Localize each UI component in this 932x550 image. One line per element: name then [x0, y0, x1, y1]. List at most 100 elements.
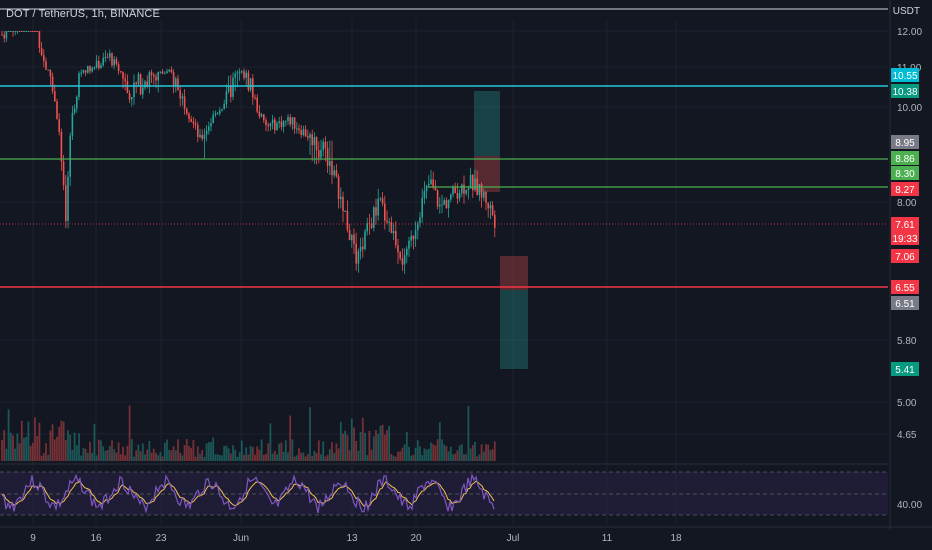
volume-bar	[135, 450, 138, 461]
volume-bar	[379, 425, 382, 461]
candle	[485, 191, 487, 211]
candle	[148, 70, 151, 94]
candle	[124, 73, 126, 91]
candle	[153, 72, 155, 85]
candle	[139, 73, 142, 96]
volume-bar	[69, 434, 72, 461]
candle	[199, 128, 201, 139]
candle	[368, 214, 371, 235]
candle	[263, 113, 265, 124]
candle	[406, 245, 408, 264]
candle	[271, 115, 274, 130]
volume-bar	[104, 450, 107, 461]
candle	[494, 210, 496, 238]
volume-bar	[159, 451, 162, 461]
volume-bar	[82, 447, 85, 461]
candle	[322, 138, 324, 157]
candle	[258, 104, 261, 119]
volume-bar	[421, 455, 424, 461]
volume-bar	[89, 441, 91, 461]
candle	[289, 113, 291, 128]
candle	[76, 95, 78, 113]
candle	[183, 89, 186, 115]
candle	[230, 74, 232, 103]
volume-bar	[416, 440, 419, 461]
price-marker-8-27: 8.27	[891, 182, 919, 196]
volume-bar	[438, 422, 441, 461]
candle	[115, 56, 118, 66]
candle	[192, 116, 195, 129]
candle	[436, 189, 439, 210]
volume-bar	[84, 448, 87, 461]
rsi-band	[0, 472, 888, 515]
candle	[421, 188, 423, 223]
candle	[73, 104, 76, 115]
candle	[291, 117, 294, 130]
price-marker-6-55: 6.55	[891, 280, 919, 294]
price-marker-8-86: 8.86	[891, 151, 919, 165]
candle	[454, 182, 456, 194]
candle	[212, 110, 214, 124]
candle	[329, 140, 331, 175]
candle	[309, 132, 311, 155]
candle	[337, 173, 340, 209]
volume-bar	[432, 444, 435, 461]
candle	[181, 93, 184, 106]
price-marker-10-55: 10.55	[891, 68, 919, 82]
candle	[126, 74, 129, 94]
volume-bar	[493, 441, 496, 461]
candle	[254, 94, 256, 100]
candle	[412, 235, 415, 250]
volume-bar	[478, 454, 481, 461]
volume-bar	[487, 444, 490, 461]
candle	[439, 196, 441, 214]
volume-bar	[14, 448, 17, 461]
candle	[326, 141, 329, 173]
volume-bar	[56, 436, 58, 461]
volume-bar	[355, 440, 358, 461]
candle	[23, 31, 25, 32]
price-marker-8-95: 8.95	[891, 135, 919, 149]
rsi-ma-line	[1, 480, 495, 507]
volume-bar	[31, 442, 34, 461]
candle	[241, 70, 243, 75]
candle	[104, 50, 107, 63]
candle	[388, 217, 390, 232]
candle	[109, 49, 111, 62]
candle	[342, 191, 344, 223]
volume-bar	[401, 447, 404, 461]
volume-bar	[64, 440, 67, 461]
candle	[32, 31, 34, 32]
candle	[29, 31, 32, 32]
volume-bar	[210, 441, 212, 461]
volume-bar	[251, 447, 254, 461]
volume-bar	[150, 452, 153, 461]
candle	[344, 210, 346, 212]
volume-bar	[476, 456, 479, 461]
volume-bar	[467, 406, 470, 461]
volume-bar	[408, 446, 410, 461]
candle	[467, 185, 470, 200]
volume-bar	[452, 454, 454, 461]
candle	[307, 129, 309, 141]
volume-bar	[100, 440, 102, 461]
candle	[100, 62, 102, 69]
candle	[296, 122, 298, 134]
volume-bar	[18, 443, 21, 461]
volume-bar	[53, 439, 56, 461]
candle	[483, 188, 485, 202]
candle	[430, 169, 432, 185]
candle	[346, 200, 349, 233]
volume-bar	[3, 430, 6, 461]
time-axis[interactable]: 9 16 23 Jun 13 20 Jul 11 18	[0, 526, 932, 544]
volume-bar	[36, 436, 39, 461]
volume-bar	[108, 446, 111, 461]
volume-bar	[139, 451, 142, 461]
volume-bar	[144, 454, 146, 461]
svg-text:5.41: 5.41	[895, 365, 915, 376]
candle	[56, 98, 58, 120]
candle	[128, 90, 131, 104]
time-tick-label: 11	[602, 533, 613, 544]
volume-bar	[229, 453, 232, 461]
